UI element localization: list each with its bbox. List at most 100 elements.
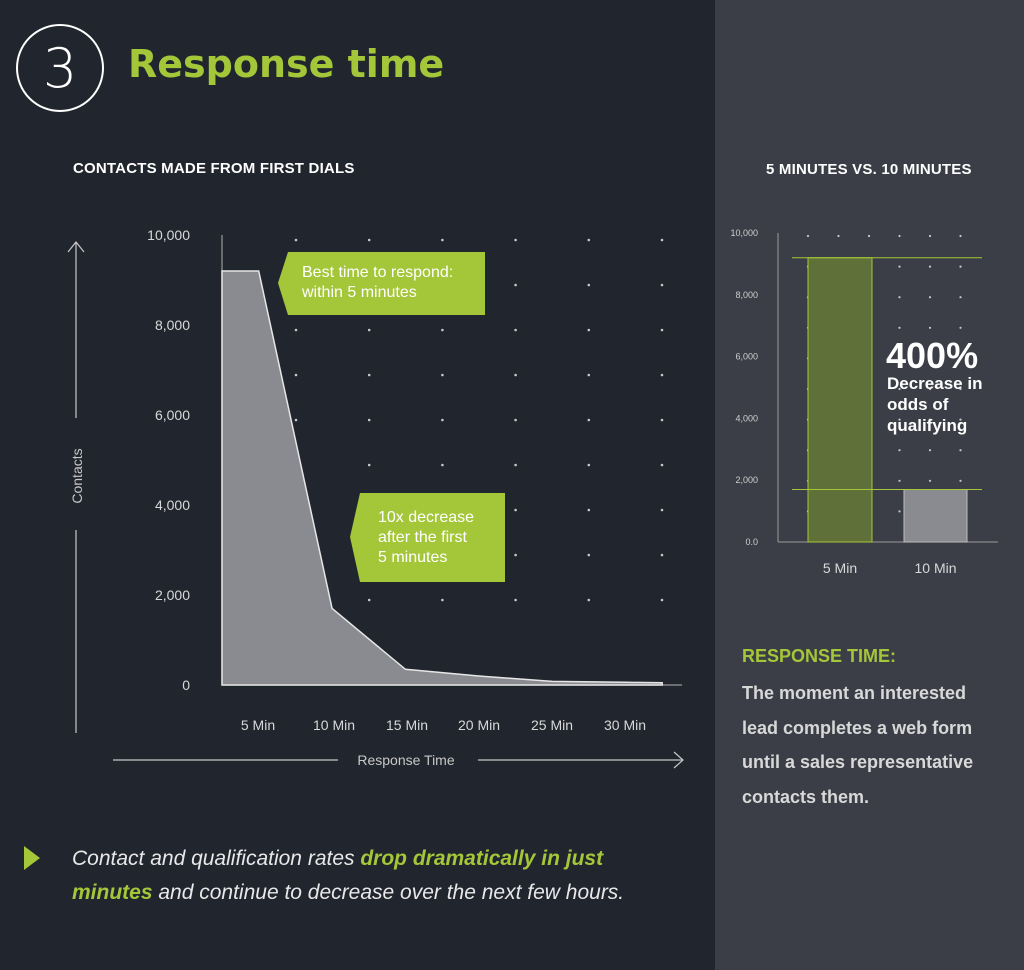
grid-dot <box>660 328 664 332</box>
grid-dot <box>959 234 962 238</box>
x-tick-label: 10 Min <box>914 560 956 576</box>
grid-dot <box>928 479 932 482</box>
grid-dot <box>959 479 962 482</box>
step-number-badge: 3 <box>16 24 104 112</box>
bar <box>807 257 873 543</box>
callout-best-time-text: Best time to respond: <box>302 264 453 281</box>
arrow-up-icon <box>67 241 85 253</box>
left-panel <box>0 0 715 970</box>
grid-dot <box>587 463 591 467</box>
grid-dot <box>587 328 591 332</box>
step-number: 3 <box>42 36 78 100</box>
grid-dot <box>660 373 664 377</box>
definition-line: lead completes a web form <box>742 717 973 738</box>
grid-dot <box>837 234 840 238</box>
page-title: Response time <box>128 42 445 86</box>
grid-dot <box>441 463 444 467</box>
grid-dot <box>898 510 901 513</box>
contacts-area-series <box>221 270 663 686</box>
grid-dot <box>367 418 371 422</box>
grid-dot <box>587 598 591 602</box>
grid-dot <box>514 283 517 287</box>
percent-decrease-label: Decrease in <box>887 374 982 393</box>
footer-summary: Contact and qualification rates drop dra… <box>72 842 672 910</box>
y-tick-label: 0.0 <box>745 537 758 547</box>
percent-decrease-label: qualifying <box>887 416 967 435</box>
grid-dot <box>959 265 962 268</box>
percent-decrease-label: odds of <box>887 395 949 414</box>
grid-dot <box>898 479 901 482</box>
response-time-definition: The moment an interested lead completes … <box>742 676 1012 814</box>
callout-box-decrease <box>350 493 505 582</box>
grid-dot <box>587 553 591 557</box>
definition-line: until a sales representative <box>742 752 974 772</box>
y-tick-label: 8,000 <box>735 290 758 300</box>
y-axis-label: Contacts <box>69 448 85 503</box>
grid-dot <box>514 598 517 602</box>
definition-line: contacts them. <box>742 786 870 807</box>
grid-dot <box>806 234 810 238</box>
x-tick-label: 5 Min <box>241 717 275 733</box>
callout-best-time-text: within 5 minutes <box>301 284 417 301</box>
grid-dot <box>367 463 371 467</box>
grid-dot <box>441 238 444 242</box>
grid-dot <box>587 373 591 377</box>
grid-dot <box>959 449 962 452</box>
grid-dot <box>587 508 591 512</box>
grid-dot <box>441 328 444 332</box>
footer-highlight: drop dramatically in just minutes <box>72 847 604 904</box>
grid-dot <box>514 463 517 467</box>
x-tick-label: 25 Min <box>531 717 573 733</box>
x-tick-label: 30 Min <box>604 717 646 733</box>
footer-text-start: Contact and qualification rates <box>72 847 361 870</box>
grid-dot <box>367 238 371 242</box>
grid-dot <box>587 418 591 422</box>
x-axis-label: Response Time <box>357 752 454 768</box>
y-tick-label: 4,000 <box>155 497 190 513</box>
grid-dot <box>660 598 664 602</box>
grid-dot <box>441 373 444 377</box>
grid-dot <box>898 387 901 391</box>
grid-dot <box>514 328 517 332</box>
grid-dot <box>898 296 901 299</box>
grid-dot <box>294 373 298 377</box>
main-chart: 10,000 8,000 6,000 4,000 2,000 0 5 Min 10 Min 15… <box>67 227 684 769</box>
grid-dot <box>660 553 664 557</box>
callout-box-best-time <box>278 252 485 315</box>
side-chart-title: 5 MINUTES VS. 10 MINUTES <box>766 161 972 178</box>
y-tick-label: 10,000 <box>147 227 190 243</box>
grid-dot <box>928 296 932 299</box>
main-chart-title: CONTACTS MADE FROM FIRST DIALS <box>73 160 355 177</box>
grid-dot <box>294 238 298 242</box>
x-tick-label: 15 Min <box>386 717 428 733</box>
grid-dot <box>928 265 932 268</box>
percent-decrease-value: 400% <box>886 335 978 376</box>
y-tick-label: 6,000 <box>155 407 190 423</box>
grid-dot <box>928 234 932 238</box>
grid-dot <box>959 296 962 299</box>
grid-dot <box>514 373 517 377</box>
footer-text-end: and continue to decrease over the next f… <box>152 881 625 904</box>
arrow-right-icon <box>673 751 684 769</box>
grid-dot <box>959 326 962 329</box>
grid-dot <box>959 387 962 391</box>
y-tick-label: 10,000 <box>730 228 758 238</box>
grid-dot <box>898 449 901 452</box>
grid-dot <box>928 387 932 391</box>
y-tick-label: 6,000 <box>735 352 758 362</box>
grid-dot <box>660 463 664 467</box>
bar <box>903 489 968 543</box>
side-chart: 10,000 8,000 6,000 4,000 2,000 0.0 5 Min 10 Min… <box>730 228 998 576</box>
grid-dot <box>367 373 371 377</box>
x-tick-label: 20 Min <box>458 717 500 733</box>
callout-decrease-text: after the first <box>378 529 467 546</box>
play-arrow-icon <box>24 846 40 870</box>
grid-dot <box>660 418 664 422</box>
grid-dot <box>928 326 932 329</box>
grid-dot <box>514 238 517 242</box>
y-tick-label: 8,000 <box>155 317 190 333</box>
callout-decrease-text: 10x decrease <box>378 509 474 526</box>
grid-dot <box>367 598 371 602</box>
grid-dot <box>367 328 371 332</box>
callout-decrease-text: 5 minutes <box>378 549 447 566</box>
